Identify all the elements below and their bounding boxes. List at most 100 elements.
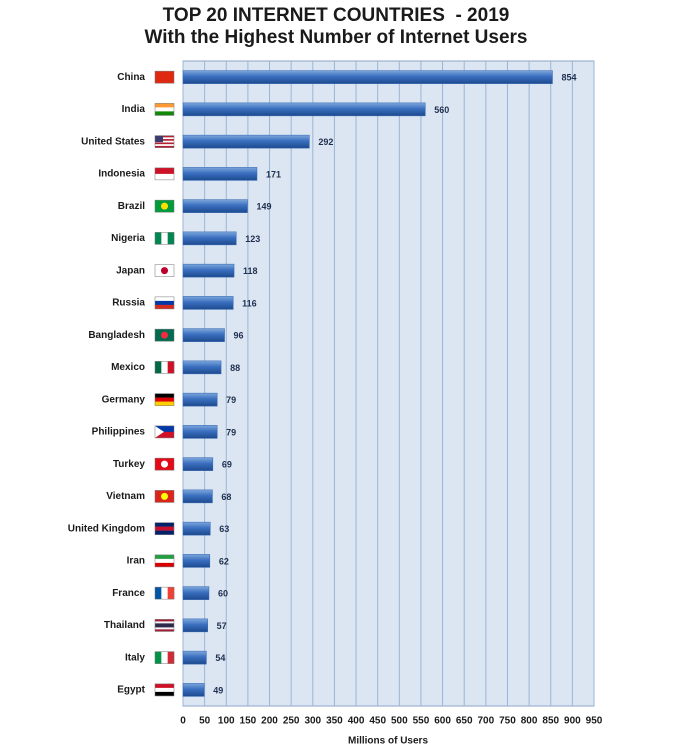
x-tick-label: 850 (542, 716, 559, 727)
bar (182, 554, 211, 568)
flag-stripe (161, 361, 168, 374)
flag-icon (154, 103, 175, 116)
x-tick-label: 550 (413, 716, 430, 727)
flag-stripe (155, 629, 174, 632)
y-tick-label: Italy (125, 652, 145, 663)
flag-icon (154, 393, 175, 406)
x-tick-label: 100 (218, 716, 235, 727)
value-label: 79 (226, 395, 236, 405)
flag-stripe (155, 167, 174, 175)
y-tick-label: Nigeria (111, 233, 145, 244)
flag-emblem (161, 331, 168, 339)
flag-icon (154, 619, 175, 632)
flag-icon (154, 586, 175, 600)
flag-icon (154, 296, 175, 310)
value-label: 63 (219, 524, 229, 534)
flag-stripe (155, 397, 174, 402)
flag-border (154, 361, 175, 374)
flag-border (154, 619, 175, 632)
flag-stripe (167, 361, 175, 374)
flag-stripe (161, 587, 168, 600)
value-label: 116 (242, 298, 257, 308)
y-tick-label: Egypt (117, 685, 145, 696)
flag-icon (154, 554, 175, 568)
flag-emblem (161, 460, 168, 468)
flag-icon (154, 167, 175, 181)
flag-icon (154, 457, 175, 471)
flag-stripe (155, 627, 174, 630)
flag-stripe (155, 530, 174, 535)
flag-stripe (155, 103, 174, 108)
flag-border (154, 490, 175, 503)
value-label: 560 (434, 105, 449, 115)
x-tick-label: 700 (477, 716, 494, 727)
flag-border (154, 651, 175, 664)
value-label: 292 (318, 137, 333, 147)
value-label: 88 (230, 363, 240, 373)
flag-stripe (155, 562, 174, 568)
bar (182, 167, 258, 181)
flag-stripe (155, 431, 174, 439)
flag-stripe (155, 587, 162, 600)
y-tick-label: United Kingdom (68, 523, 145, 534)
x-tick-label: 450 (369, 716, 386, 727)
x-tick-label: 600 (434, 716, 451, 727)
y-tick-label: Indonesia (98, 169, 145, 180)
flag-stripe (155, 232, 162, 245)
flag-stripe (155, 71, 174, 84)
flag-border (154, 199, 175, 213)
flag-stripe (155, 140, 174, 143)
x-tick-label: 50 (199, 716, 211, 727)
flag-border (154, 296, 175, 310)
x-tick-label: 900 (564, 716, 581, 727)
value-label: 68 (221, 492, 231, 502)
value-label: 54 (215, 653, 225, 663)
y-tick-label: Philippines (92, 427, 146, 438)
value-label: 69 (222, 460, 232, 470)
x-tick-label: 750 (499, 716, 516, 727)
flag-border (154, 328, 175, 342)
flag-stripe (161, 651, 168, 664)
value-label: 57 (217, 621, 227, 631)
y-tick-label: Iran (127, 556, 145, 567)
flag-emblem (161, 492, 168, 500)
bar (182, 360, 222, 375)
flag-stripe (155, 621, 174, 624)
flag-border (154, 586, 175, 600)
bar (182, 521, 211, 536)
x-tick-label: 350 (326, 716, 343, 727)
bar (182, 134, 310, 149)
value-label: 96 (234, 331, 244, 341)
flag-stripe (155, 111, 174, 116)
y-tick-label: Thailand (104, 620, 145, 631)
flag-stripe (161, 232, 168, 245)
bar (182, 489, 213, 504)
x-tick-label: 500 (391, 716, 408, 727)
flag-icon (154, 361, 175, 374)
flag-stripe (155, 173, 174, 181)
bar (182, 70, 553, 84)
value-label: 62 (219, 556, 229, 566)
flag-stripe (155, 623, 174, 626)
flag-icon (154, 264, 175, 277)
bar (182, 102, 426, 117)
flag-stripe (155, 135, 174, 138)
y-tick-label: Vietnam (106, 491, 145, 502)
y-tick-label: Mexico (111, 362, 145, 373)
flag-stripe (155, 619, 174, 622)
x-tick-label: 250 (283, 716, 300, 727)
flag-canton (155, 135, 163, 143)
y-tick-label: Bangladesh (88, 330, 145, 341)
x-tick-label: 400 (348, 716, 365, 727)
flag-stripe (155, 526, 174, 531)
flag-icon (154, 70, 175, 84)
bar (182, 650, 207, 665)
flag-emblem (161, 267, 168, 275)
x-tick-label: 800 (521, 716, 538, 727)
value-label: 118 (243, 266, 258, 276)
flag-border (154, 425, 175, 439)
bar (182, 296, 234, 310)
bar (182, 425, 218, 439)
flag-stripe (167, 651, 175, 664)
